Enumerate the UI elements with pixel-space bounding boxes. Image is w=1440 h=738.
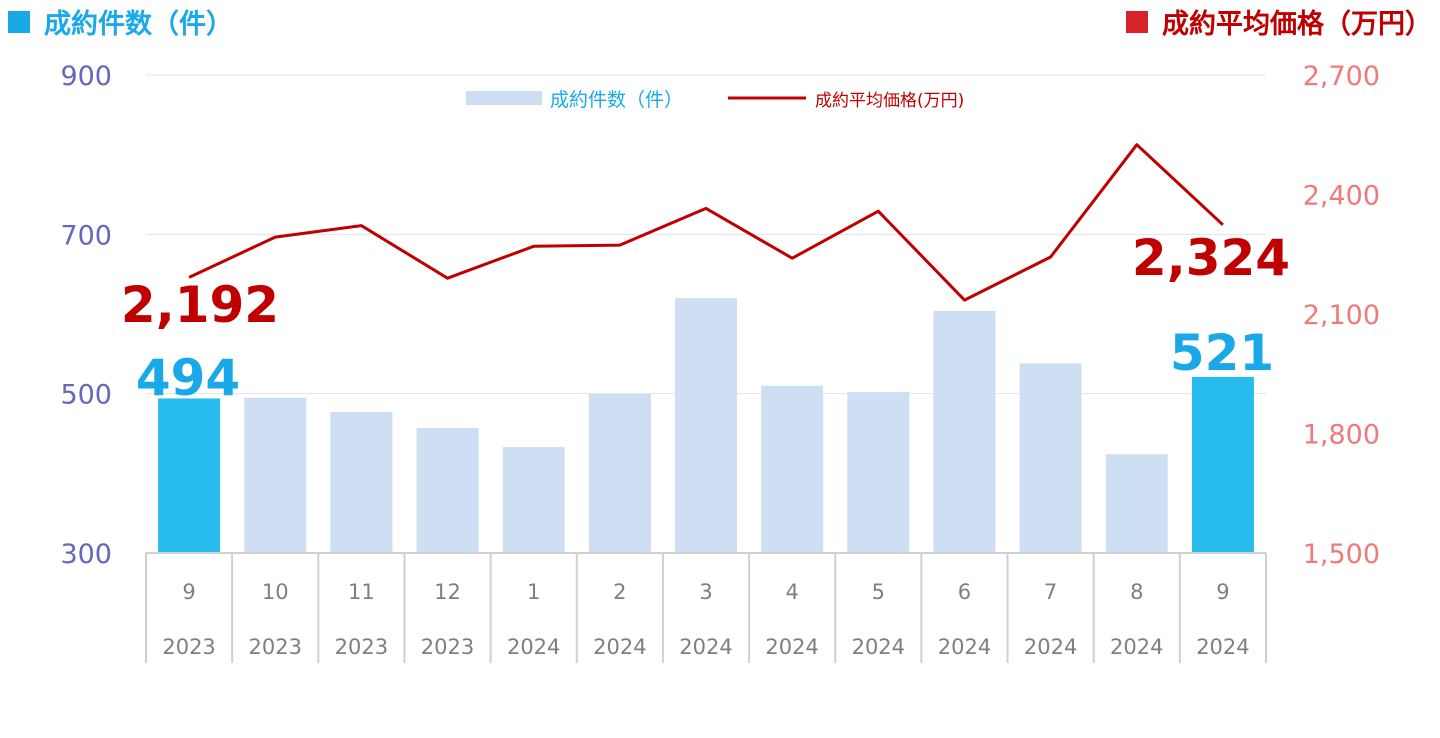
left-axis-title-text: 成約件数（件） <box>44 9 233 40</box>
x-tick-year: 2023 <box>421 635 474 659</box>
x-tick-month: 1 <box>527 580 540 604</box>
left-axis-tick: 500 <box>60 380 112 411</box>
bar-legend-square-icon <box>8 10 30 33</box>
right-axis-tick: 2,400 <box>1303 181 1380 212</box>
bar <box>675 298 737 553</box>
x-tick-year: 2024 <box>507 635 560 659</box>
bar <box>1019 363 1082 553</box>
x-tick-month: 4 <box>785 580 798 604</box>
x-tick-month: 12 <box>434 580 461 604</box>
x-tick-month: 2 <box>613 580 626 604</box>
bar <box>502 447 565 553</box>
bar <box>416 427 479 553</box>
bar <box>1105 454 1168 553</box>
right-axis-title: 成約平均価格（万円） <box>1126 2 1432 41</box>
bar <box>761 385 824 553</box>
bar <box>244 397 307 553</box>
x-tick-year: 2024 <box>1110 635 1163 659</box>
first-count-label: 494 <box>136 349 240 407</box>
bar <box>933 310 996 553</box>
bar <box>158 398 221 553</box>
x-tick-year: 2024 <box>938 635 991 659</box>
line-legend-square-icon <box>1126 10 1148 33</box>
x-tick-year: 2024 <box>765 635 818 659</box>
x-tick-month: 6 <box>958 580 971 604</box>
x-tick-year: 2023 <box>249 635 302 659</box>
legend-line-label: 成約平均価格(万円) <box>815 91 964 111</box>
x-tick-month: 3 <box>699 580 712 604</box>
x-tick-year: 2023 <box>335 635 388 659</box>
bar <box>1191 376 1254 553</box>
x-tick-year: 2024 <box>852 635 905 659</box>
left-axis-tick: 300 <box>60 539 112 570</box>
left-axis-tick: 700 <box>60 220 112 251</box>
x-tick-year: 2024 <box>1196 635 1249 659</box>
x-tick-month: 9 <box>182 580 195 604</box>
right-axis-tick: 1,500 <box>1303 539 1380 570</box>
right-axis-tick: 2,100 <box>1303 300 1380 331</box>
bar <box>847 392 910 553</box>
x-tick-month: 5 <box>872 580 885 604</box>
x-tick-year: 2024 <box>593 635 646 659</box>
right-axis-title-text: 成約平均価格（万円） <box>1162 9 1432 40</box>
x-tick-year: 2024 <box>679 635 732 659</box>
bar <box>330 411 393 553</box>
right-axis-tick: 2,700 <box>1303 61 1380 92</box>
left-axis-title: 成約件数（件） <box>8 2 233 41</box>
x-tick-month: 8 <box>1130 580 1143 604</box>
left-axis-tick: 900 <box>60 61 112 92</box>
legend-bar-swatch <box>466 91 542 105</box>
x-tick-year: 2024 <box>1024 635 1077 659</box>
price-line <box>188 143 1224 302</box>
first-price-label: 2,192 <box>121 276 279 334</box>
right-axis-tick: 1,800 <box>1303 420 1380 451</box>
bar <box>588 393 651 553</box>
x-tick-month: 9 <box>1216 580 1229 604</box>
x-tick-month: 11 <box>348 580 375 604</box>
x-tick-year: 2023 <box>162 635 215 659</box>
last-price-label: 2,324 <box>1132 229 1290 287</box>
last-count-label: 521 <box>1170 324 1274 382</box>
x-tick-month: 10 <box>262 580 289 604</box>
legend-bar-label: 成約件数（件） <box>550 89 683 111</box>
x-tick-month: 7 <box>1044 580 1057 604</box>
